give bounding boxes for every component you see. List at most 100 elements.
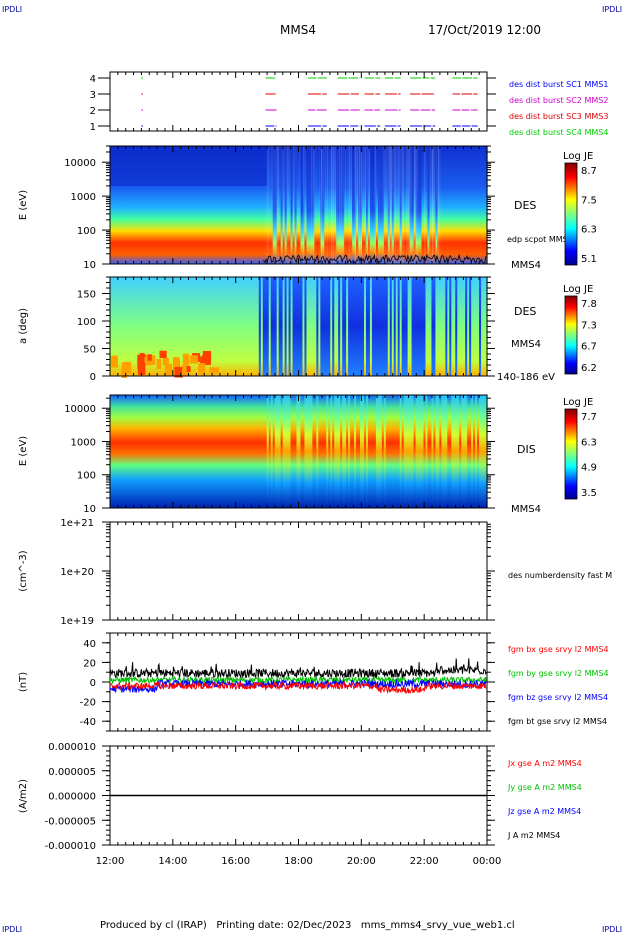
des-energy-column [342,146,345,264]
des-energy-column [348,146,351,264]
corner-label-bottom-right: IPDLI [602,925,622,934]
dis-energy-column [415,395,419,508]
des-pitch-patch [182,353,189,364]
des-pitch-column [145,277,149,376]
des-pitch-column [322,277,325,376]
des-pitch-column [363,277,367,376]
dis-energy-column [163,395,167,508]
des-pitch-patch [186,366,191,373]
dis-energy-column [405,395,409,508]
des-energy-colorbar-tick: 5.1 [581,254,597,265]
dis-energy-column [354,395,357,508]
dis-energy-column [318,395,321,508]
des-pitch-column [401,277,405,376]
des-energy-column [292,146,296,264]
des-pitch-column [449,277,452,376]
des-pitch-column [252,277,256,376]
dis-energy-column [266,395,270,508]
des-pitch-colorbar-tick: 7.3 [581,320,597,331]
dis-energy-column [179,395,183,508]
des-energy-column [298,146,302,264]
des-pitch-column [201,277,204,376]
dis-energy-column [240,395,244,508]
des-energy-column [320,146,323,264]
des-pitch-column [151,277,155,376]
dis-energy-column [193,395,196,508]
des-pitch-ytick-label: 0 [90,372,96,383]
des-pitch-column [377,277,381,376]
des-pitch-column [348,277,351,376]
density-ytick-label: 1e+20 [60,567,94,578]
dis-energy-column [481,395,484,508]
dis-energy-column [356,395,359,508]
current-ytick-label: -0.000010 [45,841,96,852]
density-ylabel: (cm^-3) [18,550,29,591]
des-energy-column [272,146,276,264]
des-pitch-column [111,277,115,376]
des-pitch-column [181,277,185,376]
des-pitch-column [483,277,486,376]
burst-legend-label: des dist burst SC2 MMS2 [509,96,608,105]
des-pitch-column [139,277,143,376]
current-panel: -0.000010 -0.000005 0.000000 0.000005 0.0000… [18,742,582,852]
dis-energy-column [399,395,403,508]
dis-energy-column [300,395,304,508]
des-pitch-ytick-label: 50 [83,345,96,356]
dis-energy-column [219,395,222,508]
dis-energy-column [294,395,298,508]
des-pitch-colorbar [564,295,578,375]
des-energy-colorbar-title: Log JE [563,151,593,162]
des-energy-column [417,146,421,264]
des-pitch-column [371,277,375,376]
dis-energy-column [332,395,335,508]
des-energy-column [377,146,381,264]
dis-energy-ytick-label: 10 [83,504,96,515]
dis-energy-column [391,395,395,508]
dis-energy-column [395,395,399,508]
dis-energy-column [131,395,135,508]
des-energy-column [147,146,151,264]
bfield-legend-label: fgm bx gse srvy l2 MMS4 [508,645,609,654]
des-energy-column [413,146,417,264]
dis-energy-column [195,395,198,508]
burst-legend-label: des dist burst SC1 MMS1 [509,80,608,89]
des-pitch-column [429,277,433,376]
des-energy-column [153,146,157,264]
des-pitch-column [389,277,393,376]
des-energy-ytick-label: 10 [83,260,96,271]
des-pitch-column [441,277,444,376]
des-pitch-column [141,277,145,376]
current-legend-label: Jx gse A m2 MMS4 [507,759,582,768]
des-pitch-patch [189,355,198,364]
density-series-label: des numberdensity fast M [508,571,612,580]
des-energy-column [143,146,147,264]
dis-energy-column [328,395,331,508]
des-energy-column [360,146,363,264]
des-energy-column [477,146,480,264]
des-pitch-column [415,277,419,376]
des-pitch-column [469,277,472,376]
des-energy-column [393,146,397,264]
dis-energy-column [437,395,440,508]
des-pitch-column [332,277,335,376]
des-pitch-column [133,277,137,376]
dis-energy-column [453,395,456,508]
des-energy-column [358,146,361,264]
des-energy-column [419,146,423,264]
dis-energy-column [278,395,282,508]
des-energy-column [431,146,435,264]
des-pitch-column [481,277,484,376]
des-energy-column [270,146,274,264]
des-pitch-column [318,277,321,376]
des-pitch-column [113,277,117,376]
dis-energy-column [447,395,450,508]
dis-energy-column [381,395,385,508]
des-pitch-column [173,277,177,376]
dis-energy-column [276,395,280,508]
des-pitch-column [135,277,139,376]
des-pitch-column [121,277,125,376]
des-pitch-column [264,277,268,376]
dis-energy-column [217,395,220,508]
dis-energy-label: DIS [517,443,536,456]
des-energy-colorbar-tick: 8.7 [581,166,597,177]
